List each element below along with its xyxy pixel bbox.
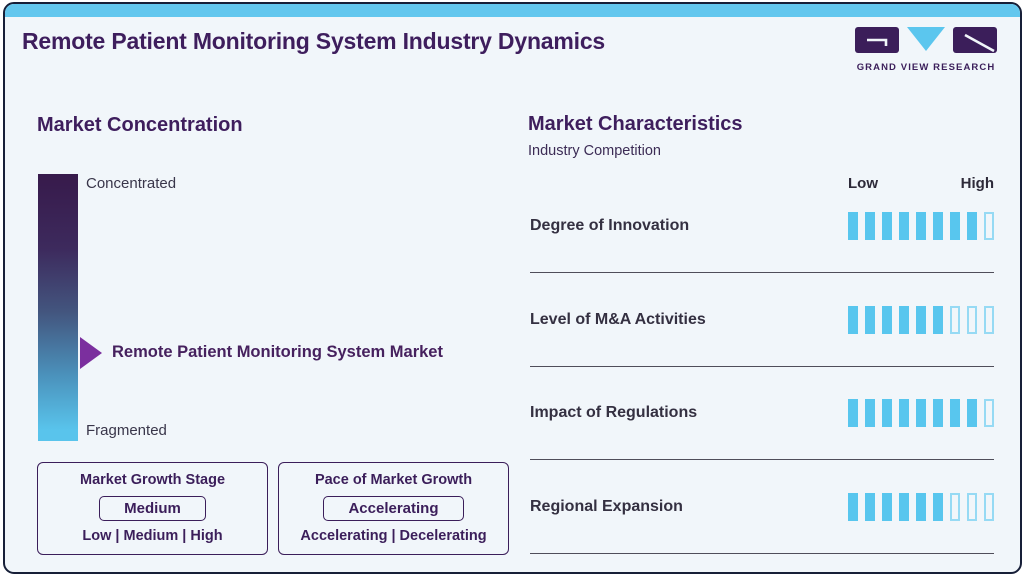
scale-low-label: Low — [848, 175, 878, 192]
growth-stage-title: Market Growth Stage — [79, 472, 226, 488]
characteristic-label: Degree of Innovation — [530, 217, 690, 234]
logo-g-cut — [867, 38, 888, 46]
rating-bar-filled — [848, 212, 858, 240]
rating-bars — [848, 399, 994, 427]
growth-stage-value: Medium — [99, 495, 206, 521]
rating-bar-empty — [984, 212, 994, 240]
row-divider — [530, 272, 994, 273]
rating-bar-filled — [882, 212, 892, 240]
rating-bar-empty — [950, 492, 960, 521]
rating-bars — [848, 212, 994, 240]
rating-bar-empty — [967, 305, 977, 334]
concentration-gradient-bar — [38, 174, 78, 441]
rating-bar-filled — [899, 212, 909, 240]
logo-wordmark: GRAND VIEW RESEARCH — [856, 62, 996, 73]
rating-bar-filled — [882, 305, 892, 334]
rating-bar-filled — [848, 399, 858, 427]
rating-bar-filled — [916, 305, 926, 334]
rating-bar-filled — [848, 492, 858, 521]
rating-bar-filled — [882, 399, 892, 427]
rating-bar-filled — [865, 492, 875, 521]
logo-r-cut — [964, 33, 995, 53]
rating-bar-filled — [848, 305, 858, 334]
concentrated-label: Concentrated — [86, 175, 177, 192]
characteristic-row: Regional Expansion — [530, 486, 994, 576]
rating-bar-filled — [950, 212, 960, 240]
top-accent-bar — [5, 4, 1020, 17]
row-divider — [530, 552, 994, 554]
growth-pace-value: Accelerating — [323, 495, 464, 521]
fragmented-label: Fragmented — [86, 422, 167, 439]
rating-bar-empty — [984, 399, 994, 427]
row-divider — [530, 365, 994, 367]
rating-bar-filled — [865, 305, 875, 334]
rating-bar-empty — [950, 305, 960, 334]
rating-bars — [848, 492, 994, 521]
rating-bar-filled — [899, 492, 909, 521]
scale-high-label: High — [960, 175, 994, 192]
rating-bar-filled — [882, 492, 892, 521]
characteristic-label: Regional Expansion — [530, 497, 683, 515]
page-title: Remote Patient Monitoring System Industr… — [22, 28, 606, 54]
gvr-logo: GRAND VIEW RESEARCH — [853, 26, 999, 73]
market-characteristics-heading: Market Characteristics — [528, 113, 743, 135]
characteristic-row: Level of M&A Activities — [530, 299, 994, 393]
rating-bars — [848, 305, 994, 334]
market-pointer-arrow-icon — [80, 337, 102, 369]
growth-stage-options: Low | Medium | High — [82, 528, 223, 544]
rating-bar-empty — [984, 305, 994, 334]
rating-bar-filled — [933, 399, 943, 427]
rating-bar-filled — [865, 212, 875, 240]
rating-bar-filled — [933, 212, 943, 240]
growth-pace-options: Accelerating | Decelerating — [300, 528, 487, 544]
industry-competition-subheading: Industry Competition — [528, 143, 661, 159]
growth-pace-title: Pace of Market Growth — [314, 472, 473, 488]
rating-bar-filled — [950, 399, 960, 427]
rating-bar-filled — [899, 305, 909, 334]
characteristic-label: Level of M&A Activities — [530, 310, 706, 328]
gvr-logo-mark — [855, 27, 997, 53]
pace-of-growth-box: Pace of Market Growth Accelerating Accel… — [278, 462, 509, 555]
rating-bar-filled — [933, 492, 943, 521]
logo-v-triangle — [907, 27, 945, 51]
characteristic-row: Degree of Innovation — [530, 205, 994, 299]
scale-labels: Low High — [848, 175, 994, 192]
rating-bar-filled — [865, 399, 875, 427]
row-divider — [530, 459, 994, 460]
rating-bar-filled — [916, 399, 926, 427]
rating-bar-filled — [933, 305, 943, 334]
market-growth-stage-box: Market Growth Stage Medium Low | Medium … — [37, 462, 268, 555]
characteristic-row: Impact of Regulations — [530, 392, 994, 486]
card-frame — [3, 2, 1022, 574]
rating-bar-filled — [967, 399, 977, 427]
rating-bar-filled — [899, 399, 909, 427]
rating-bar-filled — [916, 492, 926, 521]
characteristics-rows: Degree of Innovation Level of M&A Activit… — [530, 205, 994, 576]
rating-bar-filled — [967, 212, 977, 240]
market-pointer-label: Remote Patient Monitoring System Market — [112, 343, 443, 361]
rating-bar-empty — [967, 492, 977, 521]
rating-bar-empty — [984, 492, 994, 521]
characteristic-label: Impact of Regulations — [530, 404, 698, 421]
rating-bar-filled — [916, 212, 926, 240]
market-concentration-heading: Market Concentration — [37, 114, 243, 136]
